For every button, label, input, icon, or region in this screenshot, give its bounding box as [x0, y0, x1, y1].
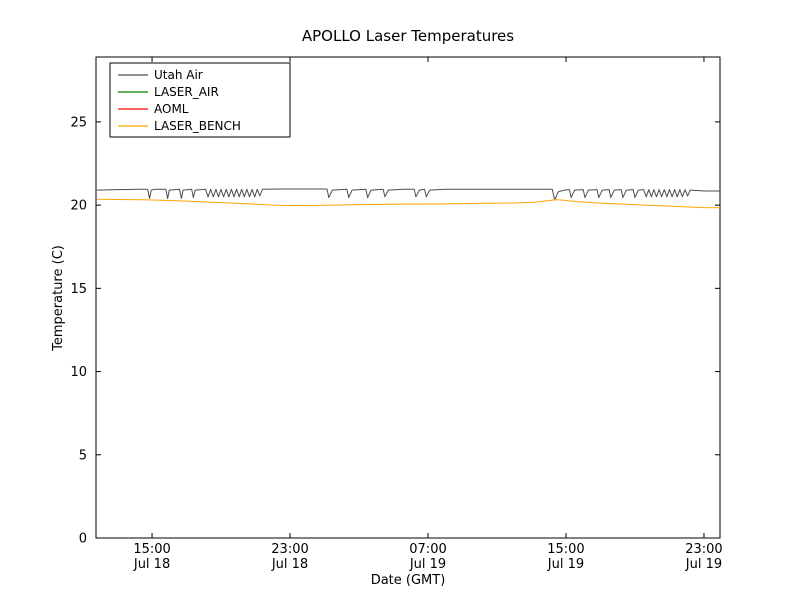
x-axis-label: Date (GMT) [371, 573, 446, 588]
y-tick-label: 10 [70, 365, 87, 380]
legend-label-utah-air: Utah Air [154, 68, 203, 82]
x-tick-label-time: 15:00 [547, 542, 584, 557]
y-tick-label: 20 [70, 199, 87, 214]
series-line-utah-air [96, 188, 720, 201]
legend: Utah Air LASER_AIR AOML LASER_BENCH [109, 62, 291, 138]
y-tick-label: 0 [79, 532, 87, 547]
y-tick-label: 5 [79, 448, 87, 463]
x-tick-label-date: Jul 19 [409, 557, 446, 572]
y-tick-label: 25 [70, 115, 87, 130]
y-axis-label: Temperature (C) [51, 245, 66, 352]
x-tick-label-time: 23:00 [271, 542, 308, 557]
legend-label-laser-bench: LASER_BENCH [154, 119, 241, 133]
legend-label-laser-air: LASER_AIR [154, 85, 219, 99]
plot-area-border [95, 56, 721, 539]
x-tick-label-time: 23:00 [685, 542, 722, 557]
chart-title: APOLLO Laser Temperatures [302, 27, 514, 45]
x-tick-label-time: 15:00 [133, 542, 170, 557]
x-tick-label-date: Jul 18 [133, 557, 170, 572]
x-tick-label-date: Jul 18 [271, 557, 308, 572]
x-tick-label-date: Jul 19 [685, 557, 722, 572]
x-tick-label-time: 07:00 [409, 542, 446, 557]
series-line-laser-bench [96, 198, 721, 209]
series-lines [96, 188, 721, 209]
y-tick-label: 15 [70, 282, 87, 297]
legend-label-aoml: AOML [154, 102, 189, 116]
x-tick-label-date: Jul 19 [547, 557, 584, 572]
